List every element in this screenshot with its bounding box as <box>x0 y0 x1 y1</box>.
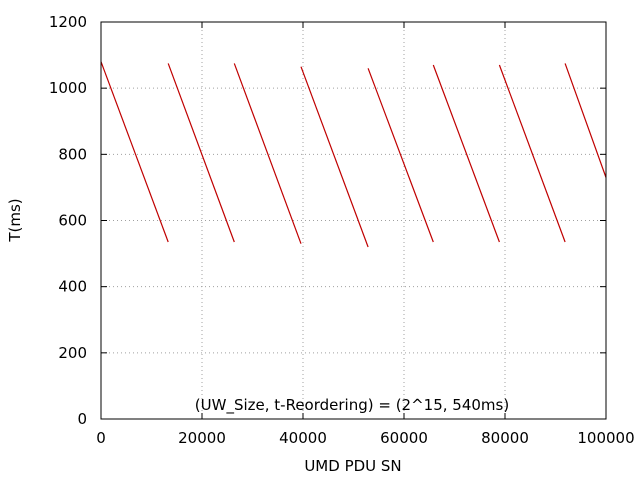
tick-layer <box>100 21 607 420</box>
series-segment <box>432 64 500 243</box>
grid-layer <box>101 22 606 419</box>
series-segment <box>300 66 369 248</box>
series-segment <box>367 68 434 243</box>
x-tick-label: 100000 <box>577 429 634 447</box>
series-segment <box>167 63 235 243</box>
y-tick-label: 1200 <box>49 13 87 31</box>
label-layer: 0 20000 40000 60000 80000 100000 0 200 400 600 800… <box>49 13 635 447</box>
y-tick-label: 200 <box>58 344 87 362</box>
x-tick-label: 80000 <box>481 429 529 447</box>
y-tick-label: 800 <box>58 145 87 163</box>
x-tick-label: 0 <box>96 429 106 447</box>
series-segment <box>100 61 169 243</box>
y-tick-label: 1000 <box>49 79 87 97</box>
y-tick-label: 0 <box>77 410 87 428</box>
x-axis-label: UMD PDU SN <box>304 457 401 475</box>
legend-label: (UW_Size, t-Reordering) = (2^15, 540ms) <box>195 396 509 415</box>
x-tick-label: 20000 <box>178 429 226 447</box>
series-layer <box>100 61 607 248</box>
y-tick-label: 400 <box>58 278 87 296</box>
series-segment <box>498 64 566 243</box>
x-tick-label: 40000 <box>279 429 327 447</box>
y-axis-label: T(ms) <box>6 198 24 242</box>
x-tick-label: 60000 <box>380 429 428 447</box>
series-segment <box>564 63 607 178</box>
series-segment <box>233 63 302 244</box>
y-tick-label: 600 <box>58 212 87 230</box>
